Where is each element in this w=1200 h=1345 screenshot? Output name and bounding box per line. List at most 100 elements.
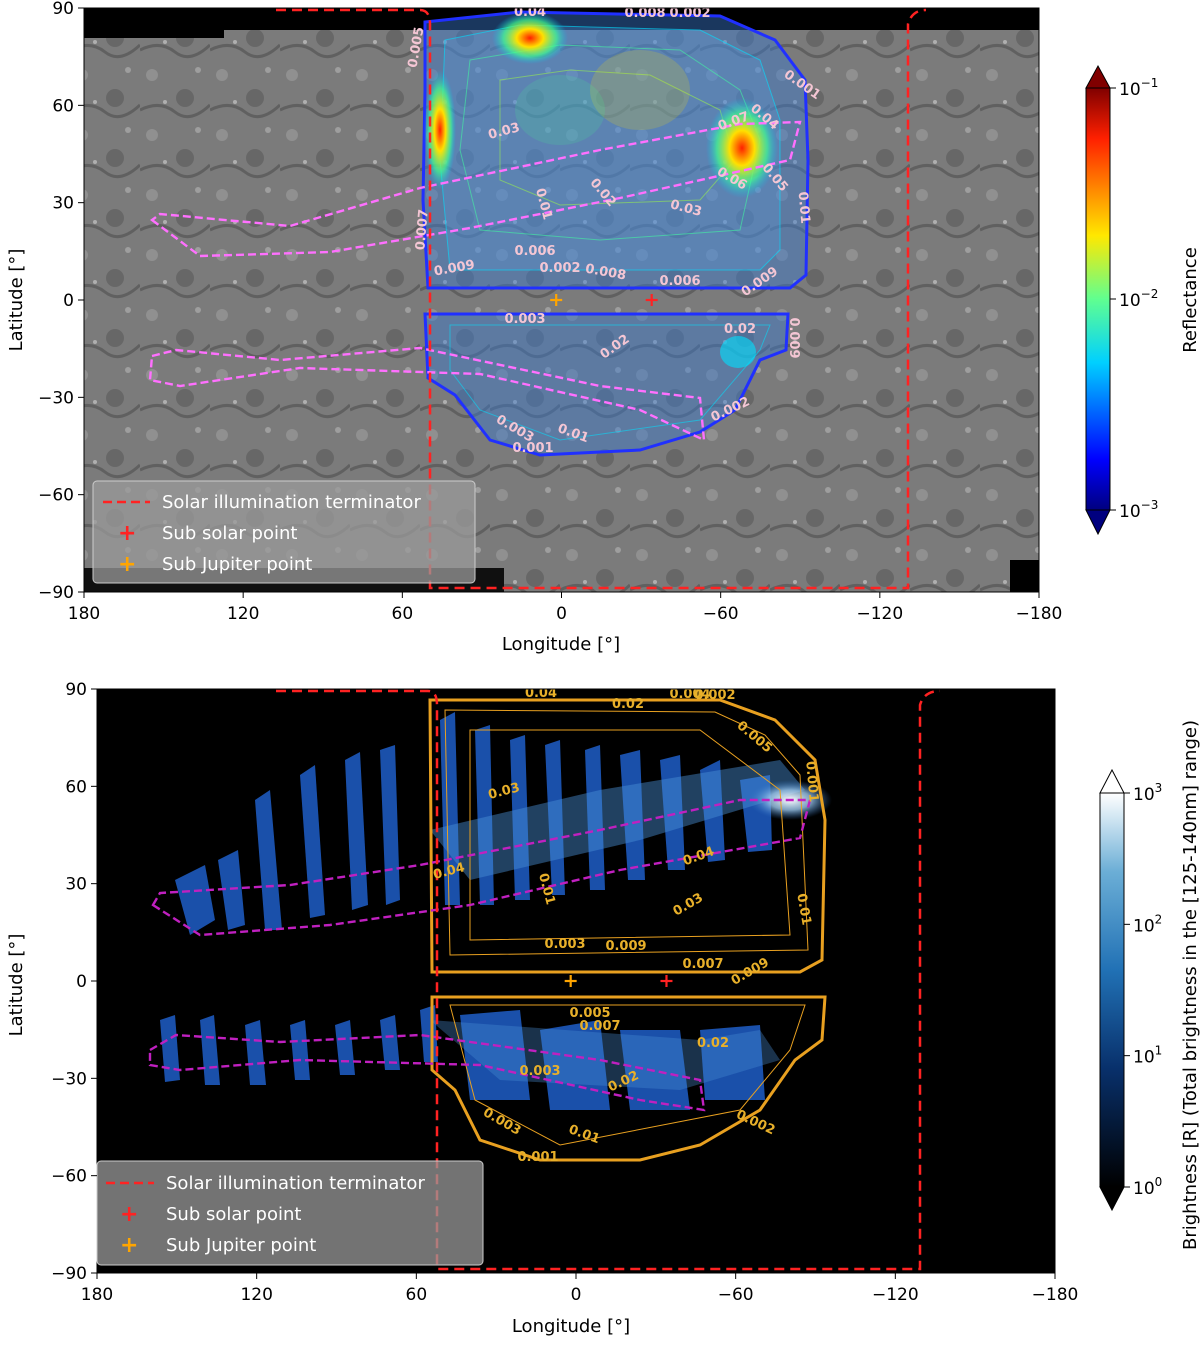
colorbar-tick-exponent: −1 (1141, 76, 1159, 90)
y-tick-label: −30 (51, 1069, 87, 1089)
contour-label: 0.004 (669, 687, 710, 702)
legend-subjupiter-marker: + (118, 552, 136, 577)
colorbar-tick-label: 103 (1133, 781, 1162, 805)
brightness-stripes-south (160, 1005, 765, 1110)
sub-jupiter-marker (564, 975, 577, 987)
x-tick-label: 0 (571, 1285, 582, 1305)
colorbar-tick-exponent: 1 (1155, 1044, 1163, 1058)
reflectance-peak-limb (424, 70, 456, 190)
contour-label: 0.009 (605, 939, 646, 954)
legend2-subjupiter-marker: + (120, 1233, 138, 1258)
x-tick-label: 60 (406, 1285, 428, 1305)
y-tick-label: 0 (76, 972, 87, 992)
contour-label: 0.01 (793, 892, 813, 926)
top-colorbar: 10−1 10−2 10−3 Reflectance (1085, 64, 1200, 536)
contour-label: 0.005 (406, 26, 428, 69)
sub-solar-marker (645, 294, 658, 306)
legend-subjupiter-label: Sub Jupiter point (162, 554, 312, 575)
bottom-terminator-line (276, 689, 941, 1271)
y-tick-label: −90 (38, 583, 74, 603)
legend2-terminator-label: Solar illumination terminator (166, 1173, 425, 1194)
contour-label: 0.007 (682, 957, 723, 972)
contour-label: 0.007 (413, 209, 432, 251)
y-tick-label: −60 (38, 486, 74, 506)
bottom-xlabel: Longitude [°] (512, 1316, 630, 1337)
contour-label: 0.006 (514, 244, 555, 259)
contour-label: 0.02 (724, 322, 756, 337)
contour-label: 0.002 (669, 6, 710, 21)
y-tick-label: 30 (65, 875, 87, 895)
bottom-ylabel: Latitude [°] (6, 934, 27, 1037)
contour-label: 0.01 (795, 191, 813, 224)
x-tick-label: −60 (703, 604, 739, 624)
contour-label: 0.001 (517, 1150, 558, 1165)
top-colorbar-label: Reflectance (1180, 247, 1200, 353)
terminator-line (276, 8, 927, 590)
top-ylabel: Latitude [°] (6, 249, 27, 352)
x-tick-label: −120 (856, 604, 903, 624)
colorbar-tick-label: 10−1 (1119, 76, 1158, 100)
contour-label: 0.04 (514, 5, 546, 20)
colorbar-tick-label: 10−3 (1119, 498, 1158, 522)
contour-label: 0.007 (579, 1019, 620, 1034)
x-tick-label: −180 (1016, 604, 1063, 624)
contour-label: 0.001 (802, 761, 821, 803)
y-tick-label: 90 (52, 0, 74, 19)
observation-track-south (148, 346, 706, 442)
contour-label: 0.003 (504, 312, 545, 327)
contour-outline-south (430, 995, 827, 1162)
x-tick-label: −180 (1032, 1285, 1079, 1305)
top-legend: Solar illumination terminator + Sub sola… (92, 480, 476, 584)
contour-label: 0.003 (544, 937, 585, 952)
legend2-subsolar-label: Sub solar point (166, 1204, 301, 1225)
brightness-stripes-north (175, 712, 772, 935)
x-tick-label: 60 (392, 604, 414, 624)
colorbar-tick-label: 101 (1133, 1044, 1162, 1068)
top-xlabel: Longitude [°] (502, 634, 620, 655)
contour-label: 0.009 (433, 258, 476, 280)
contour-label: 0.002 (539, 261, 580, 276)
contour-label: 0.02 (612, 697, 644, 712)
x-tick-label: 0 (556, 604, 567, 624)
observation-track-north (150, 120, 802, 258)
reflectance-peak-north (492, 12, 568, 64)
colorbar-tick-exponent: −3 (1141, 498, 1159, 512)
y-tick-label: −60 (51, 1167, 87, 1187)
reflectance-region-north (421, 10, 810, 290)
bottom-track-north (151, 798, 812, 937)
legend-subsolar-marker: + (118, 521, 136, 546)
sub-jupiter-marker (550, 294, 563, 306)
y-tick-label: 60 (52, 96, 74, 116)
legend2-subsolar-marker: + (120, 1202, 138, 1227)
y-tick-label: 90 (65, 680, 87, 700)
contour-outline-north (428, 698, 827, 974)
x-tick-label: −120 (872, 1285, 919, 1305)
colorbar-tick-exponent: 0 (1155, 1175, 1163, 1189)
x-tick-label: 180 (81, 1285, 113, 1305)
x-tick-label: 120 (240, 1285, 272, 1305)
colorbar-tick-label: 10−2 (1119, 287, 1158, 311)
colorbar-tick-label: 102 (1133, 912, 1162, 936)
legend-subsolar-label: Sub solar point (162, 523, 297, 544)
y-tick-label: −30 (38, 388, 74, 408)
x-tick-label: 120 (227, 604, 259, 624)
colorbar-tick-exponent: 2 (1155, 912, 1163, 926)
bottom-legend: Solar illumination terminator + Sub sola… (96, 1160, 484, 1266)
y-tick-label: 60 (65, 777, 87, 797)
x-tick-label: 180 (68, 604, 100, 624)
contour-label: 0.009 (786, 317, 801, 358)
y-tick-label: 0 (63, 291, 74, 311)
contour-label: 0.02 (697, 1036, 729, 1051)
contour-label: 0.04 (525, 686, 557, 701)
y-tick-label: −90 (51, 1264, 87, 1284)
contour-label: 0.002 (694, 688, 735, 703)
legend-terminator-label: Solar illumination terminator (162, 492, 421, 513)
contour-label: 0.003 (519, 1064, 560, 1079)
colorbar-tick-exponent: 3 (1155, 781, 1163, 795)
colorbar-tick-exponent: −2 (1141, 287, 1159, 301)
colorbar-tick-label: 100 (1133, 1175, 1162, 1199)
sub-solar-marker (660, 975, 673, 987)
